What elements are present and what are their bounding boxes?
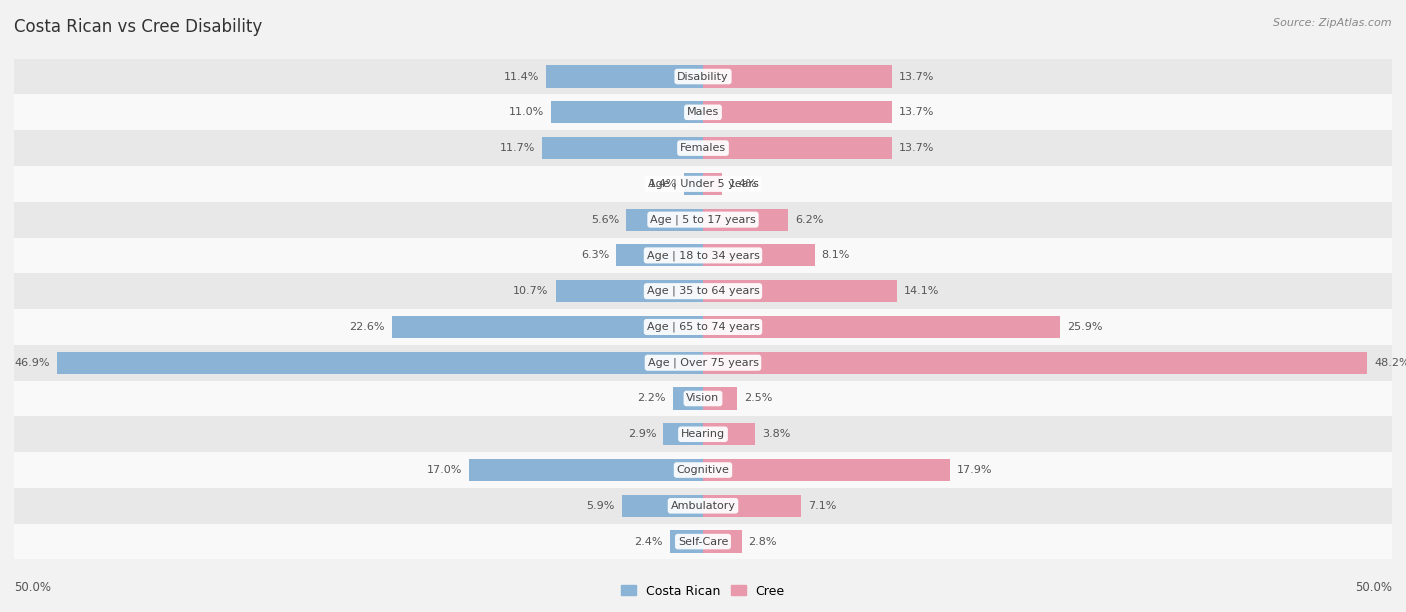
Text: Costa Rican vs Cree Disability: Costa Rican vs Cree Disability: [14, 18, 263, 36]
Text: 7.1%: 7.1%: [807, 501, 837, 511]
Text: 46.9%: 46.9%: [14, 358, 49, 368]
Text: 13.7%: 13.7%: [898, 72, 934, 81]
Text: Cognitive: Cognitive: [676, 465, 730, 475]
Bar: [14, 274, 1392, 309]
Text: Self-Care: Self-Care: [678, 537, 728, 547]
Text: Age | 65 to 74 years: Age | 65 to 74 years: [647, 322, 759, 332]
Bar: [14, 202, 1392, 237]
Bar: [703, 352, 1367, 374]
Text: 11.0%: 11.0%: [509, 107, 544, 118]
Bar: [703, 173, 723, 195]
Bar: [541, 137, 703, 159]
Bar: [703, 137, 891, 159]
Text: Males: Males: [688, 107, 718, 118]
Text: 22.6%: 22.6%: [349, 322, 385, 332]
Bar: [56, 352, 703, 374]
Legend: Costa Rican, Cree: Costa Rican, Cree: [616, 580, 790, 602]
Text: 10.7%: 10.7%: [513, 286, 548, 296]
Text: 6.2%: 6.2%: [796, 215, 824, 225]
Text: Vision: Vision: [686, 394, 720, 403]
Text: 1.4%: 1.4%: [730, 179, 758, 189]
Bar: [546, 65, 703, 88]
Bar: [683, 173, 703, 195]
Text: 8.1%: 8.1%: [821, 250, 849, 260]
Bar: [703, 280, 897, 302]
Bar: [555, 280, 703, 302]
Text: Hearing: Hearing: [681, 429, 725, 439]
Text: 50.0%: 50.0%: [1355, 581, 1392, 594]
Bar: [621, 494, 703, 517]
Bar: [669, 531, 703, 553]
Text: Age | 35 to 64 years: Age | 35 to 64 years: [647, 286, 759, 296]
Bar: [14, 309, 1392, 345]
Bar: [14, 524, 1392, 559]
Bar: [14, 381, 1392, 416]
Bar: [468, 459, 703, 481]
Bar: [703, 423, 755, 446]
Text: 48.2%: 48.2%: [1374, 358, 1406, 368]
Text: 3.8%: 3.8%: [762, 429, 790, 439]
Text: 2.2%: 2.2%: [637, 394, 666, 403]
Text: 2.5%: 2.5%: [744, 394, 773, 403]
Bar: [14, 416, 1392, 452]
Text: 50.0%: 50.0%: [14, 581, 51, 594]
Bar: [703, 101, 891, 124]
Bar: [14, 59, 1392, 94]
Bar: [14, 452, 1392, 488]
Bar: [14, 237, 1392, 274]
Bar: [703, 316, 1060, 338]
Text: 13.7%: 13.7%: [898, 143, 934, 153]
Bar: [703, 531, 741, 553]
Text: Age | Over 75 years: Age | Over 75 years: [648, 357, 758, 368]
Bar: [616, 244, 703, 266]
Text: 17.9%: 17.9%: [956, 465, 993, 475]
Bar: [551, 101, 703, 124]
Text: 14.1%: 14.1%: [904, 286, 939, 296]
Text: 5.6%: 5.6%: [591, 215, 619, 225]
Bar: [392, 316, 703, 338]
Text: 2.9%: 2.9%: [627, 429, 657, 439]
Text: 2.8%: 2.8%: [748, 537, 778, 547]
Bar: [626, 209, 703, 231]
Bar: [672, 387, 703, 409]
Bar: [14, 130, 1392, 166]
Text: 5.9%: 5.9%: [586, 501, 614, 511]
Bar: [14, 94, 1392, 130]
Bar: [14, 166, 1392, 202]
Text: Source: ZipAtlas.com: Source: ZipAtlas.com: [1274, 18, 1392, 28]
Bar: [703, 209, 789, 231]
Bar: [14, 488, 1392, 524]
Text: 1.4%: 1.4%: [648, 179, 676, 189]
Text: Females: Females: [681, 143, 725, 153]
Bar: [703, 494, 801, 517]
Bar: [703, 387, 738, 409]
Text: 6.3%: 6.3%: [581, 250, 609, 260]
Text: 17.0%: 17.0%: [426, 465, 461, 475]
Text: Disability: Disability: [678, 72, 728, 81]
Text: 11.7%: 11.7%: [499, 143, 534, 153]
Text: Age | 5 to 17 years: Age | 5 to 17 years: [650, 214, 756, 225]
Bar: [703, 244, 814, 266]
Bar: [703, 459, 949, 481]
Text: Age | 18 to 34 years: Age | 18 to 34 years: [647, 250, 759, 261]
Text: 11.4%: 11.4%: [503, 72, 538, 81]
Text: Ambulatory: Ambulatory: [671, 501, 735, 511]
Bar: [14, 345, 1392, 381]
Bar: [703, 65, 891, 88]
Text: 25.9%: 25.9%: [1067, 322, 1102, 332]
Text: 13.7%: 13.7%: [898, 107, 934, 118]
Text: Age | Under 5 years: Age | Under 5 years: [648, 179, 758, 189]
Text: 2.4%: 2.4%: [634, 537, 664, 547]
Bar: [664, 423, 703, 446]
